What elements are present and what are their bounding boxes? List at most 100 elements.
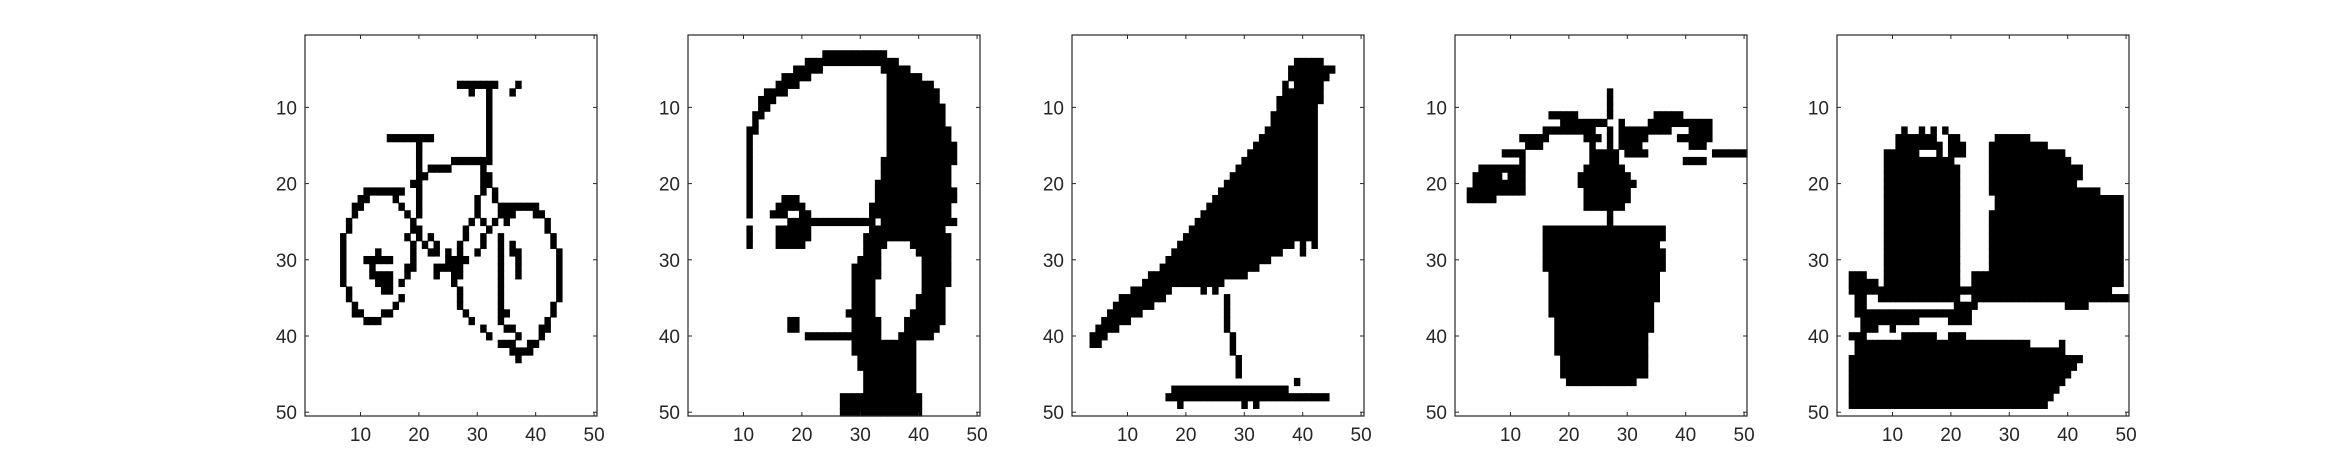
- pixel-cell: [939, 164, 946, 173]
- pixel-cell: [915, 332, 923, 341]
- pixel-cell: [1577, 309, 1585, 318]
- pixel-cell: [491, 187, 499, 196]
- pixel-cell: [1959, 393, 1967, 402]
- pixel-cell: [1641, 339, 1649, 349]
- pixel-cell: [1282, 164, 1289, 173]
- pixel-cell: [1206, 385, 1213, 394]
- pixel-cell: [933, 195, 940, 204]
- pixel-cell: [898, 149, 905, 158]
- pixel-cell: [503, 339, 510, 349]
- pixel-cell: [781, 88, 788, 97]
- pixel-cell: [1872, 370, 1879, 379]
- x-tick-label: 50: [2116, 425, 2137, 446]
- pixel-cell: [857, 286, 864, 295]
- pixel-cell: [1606, 179, 1614, 188]
- pixel-cell: [1848, 278, 1856, 288]
- pixel-cell: [2023, 210, 2031, 219]
- pixel-cell: [1595, 233, 1602, 242]
- pixel-cell: [915, 233, 923, 242]
- y-tick-label: 10: [659, 98, 680, 119]
- pixel-cell: [2041, 263, 2048, 272]
- pixel-cell: [909, 149, 917, 158]
- pixel-cell: [433, 164, 440, 173]
- pixel-cell: [1889, 263, 1896, 272]
- pixel-cell: [1288, 202, 1295, 211]
- pixel-cell: [1288, 149, 1295, 158]
- pixel-cell: [2018, 255, 2025, 265]
- pixel-cell: [497, 233, 505, 242]
- pixel-cell: [904, 362, 911, 371]
- pixel-cell: [1965, 316, 1972, 326]
- pixel-cell: [1136, 301, 1143, 310]
- pixel-cell: [1606, 355, 1614, 364]
- pixel-cell: [1571, 309, 1579, 318]
- pixel-cell: [1560, 271, 1567, 280]
- pixel-cell: [1641, 294, 1649, 303]
- pixel-cell: [1212, 195, 1219, 204]
- pixel-cell: [1130, 286, 1137, 295]
- pixel-cell: [2035, 240, 2042, 249]
- pixel-cell: [2029, 210, 2037, 219]
- pixel-cell: [2047, 278, 2054, 288]
- pixel-cell: [1264, 393, 1272, 402]
- pixel-cell: [1194, 233, 1202, 242]
- pixel-cell: [1311, 111, 1318, 120]
- pixel-cell: [1942, 164, 1949, 173]
- y-tick-label: 30: [659, 251, 680, 272]
- pixel-cell: [2111, 255, 2118, 265]
- pixel-cell: [1282, 134, 1289, 143]
- pixel-cell: [1624, 355, 1631, 364]
- pixel-cell: [1542, 233, 1550, 242]
- pixel-cell: [1942, 294, 1949, 303]
- pixel-cell: [2006, 362, 2013, 371]
- pixel-cell: [509, 324, 516, 333]
- pixel-cell: [1606, 225, 1614, 234]
- pixel-cell: [2006, 141, 2013, 150]
- pixel-cell: [1595, 164, 1602, 173]
- pixel-cell: [2099, 195, 2107, 204]
- pixel-cell: [1223, 393, 1231, 402]
- pixel-cell: [1258, 248, 1266, 257]
- pixel-cell: [1983, 385, 1990, 394]
- pixel-cell: [1624, 233, 1631, 242]
- pixel-cell: [874, 271, 882, 280]
- pixel-cell: [1895, 195, 1902, 204]
- pixel-cell: [1930, 263, 1937, 272]
- pixel-cell: [1930, 370, 1937, 379]
- pixel-cell: [1912, 294, 1920, 303]
- pixel-cell: [398, 202, 405, 211]
- pixel-cell: [1311, 134, 1318, 143]
- pixel-cell: [1942, 202, 1949, 211]
- pixel-cell: [1936, 202, 1943, 211]
- pixel-cell: [1883, 347, 1891, 356]
- pixel-cell: [793, 233, 800, 242]
- pixel-cell: [468, 80, 475, 89]
- pixel-cell: [2012, 217, 2019, 227]
- pixel-cell: [1276, 118, 1283, 128]
- pixel-cell: [1612, 278, 1620, 288]
- pixel-cell: [1947, 339, 1955, 349]
- pixel-cell: [927, 233, 934, 242]
- pixel-cell: [828, 217, 835, 227]
- pixel-cell: [503, 217, 510, 227]
- pixel-cell: [2111, 195, 2118, 204]
- pixel-cell: [1860, 294, 1867, 303]
- pixel-cell: [1694, 141, 1701, 150]
- pixel-cell: [1282, 393, 1289, 402]
- pixel-cell: [2053, 149, 2060, 158]
- pixel-cell: [933, 309, 940, 318]
- pixel-cell: [2023, 202, 2031, 211]
- pixel-cell: [1560, 324, 1567, 333]
- pixel-cell: [1218, 217, 1225, 227]
- pixel-cell: [798, 65, 806, 74]
- pixel-cell: [1606, 248, 1614, 257]
- pixel-cell: [1889, 149, 1896, 158]
- pixel-cell: [2076, 271, 2083, 280]
- pixel-cell: [2105, 278, 2113, 288]
- pixel-cell: [810, 332, 818, 341]
- pixel-cell: [1994, 240, 2002, 249]
- pixel-cell: [1583, 309, 1590, 318]
- pixel-cell: [1883, 217, 1891, 227]
- pixel-cell: [486, 179, 493, 188]
- pixel-cell: [869, 301, 876, 310]
